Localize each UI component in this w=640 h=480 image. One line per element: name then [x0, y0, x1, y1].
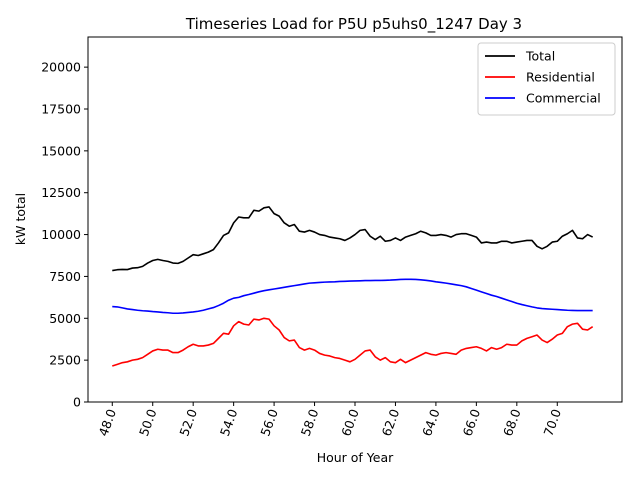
legend-label-total: Total	[525, 49, 555, 64]
x-axis-label: Hour of Year	[317, 450, 394, 465]
series-line-residential	[112, 317, 594, 367]
y-axis: 0 2500 5000 7500 10000 12500 15000 17500 20000	[41, 60, 88, 410]
y-tick-label: 10000	[41, 227, 81, 242]
y-tick-label: 12500	[41, 185, 81, 200]
legend-label-residential: Residential	[526, 70, 595, 85]
plot-lines	[112, 206, 594, 367]
y-tick-label: 0	[73, 395, 81, 410]
y-tick-label: 5000	[49, 311, 81, 326]
y-tick-label: 17500	[41, 101, 81, 116]
y-tick-label: 7500	[49, 269, 81, 284]
chart-title: Timeseries Load for P5U p5uhs0_1247 Day …	[185, 15, 522, 34]
series-line-total	[112, 206, 594, 272]
series-line-commercial	[112, 278, 593, 315]
legend-box	[477, 42, 616, 116]
y-tick-label: 2500	[49, 353, 81, 368]
y-tick-label: 15000	[41, 143, 81, 158]
y-tick-label: 20000	[41, 60, 81, 75]
legend: Total Residential Commercial	[477, 42, 616, 116]
legend-label-commercial: Commercial	[526, 91, 601, 106]
y-axis-label: kW total	[13, 193, 28, 245]
